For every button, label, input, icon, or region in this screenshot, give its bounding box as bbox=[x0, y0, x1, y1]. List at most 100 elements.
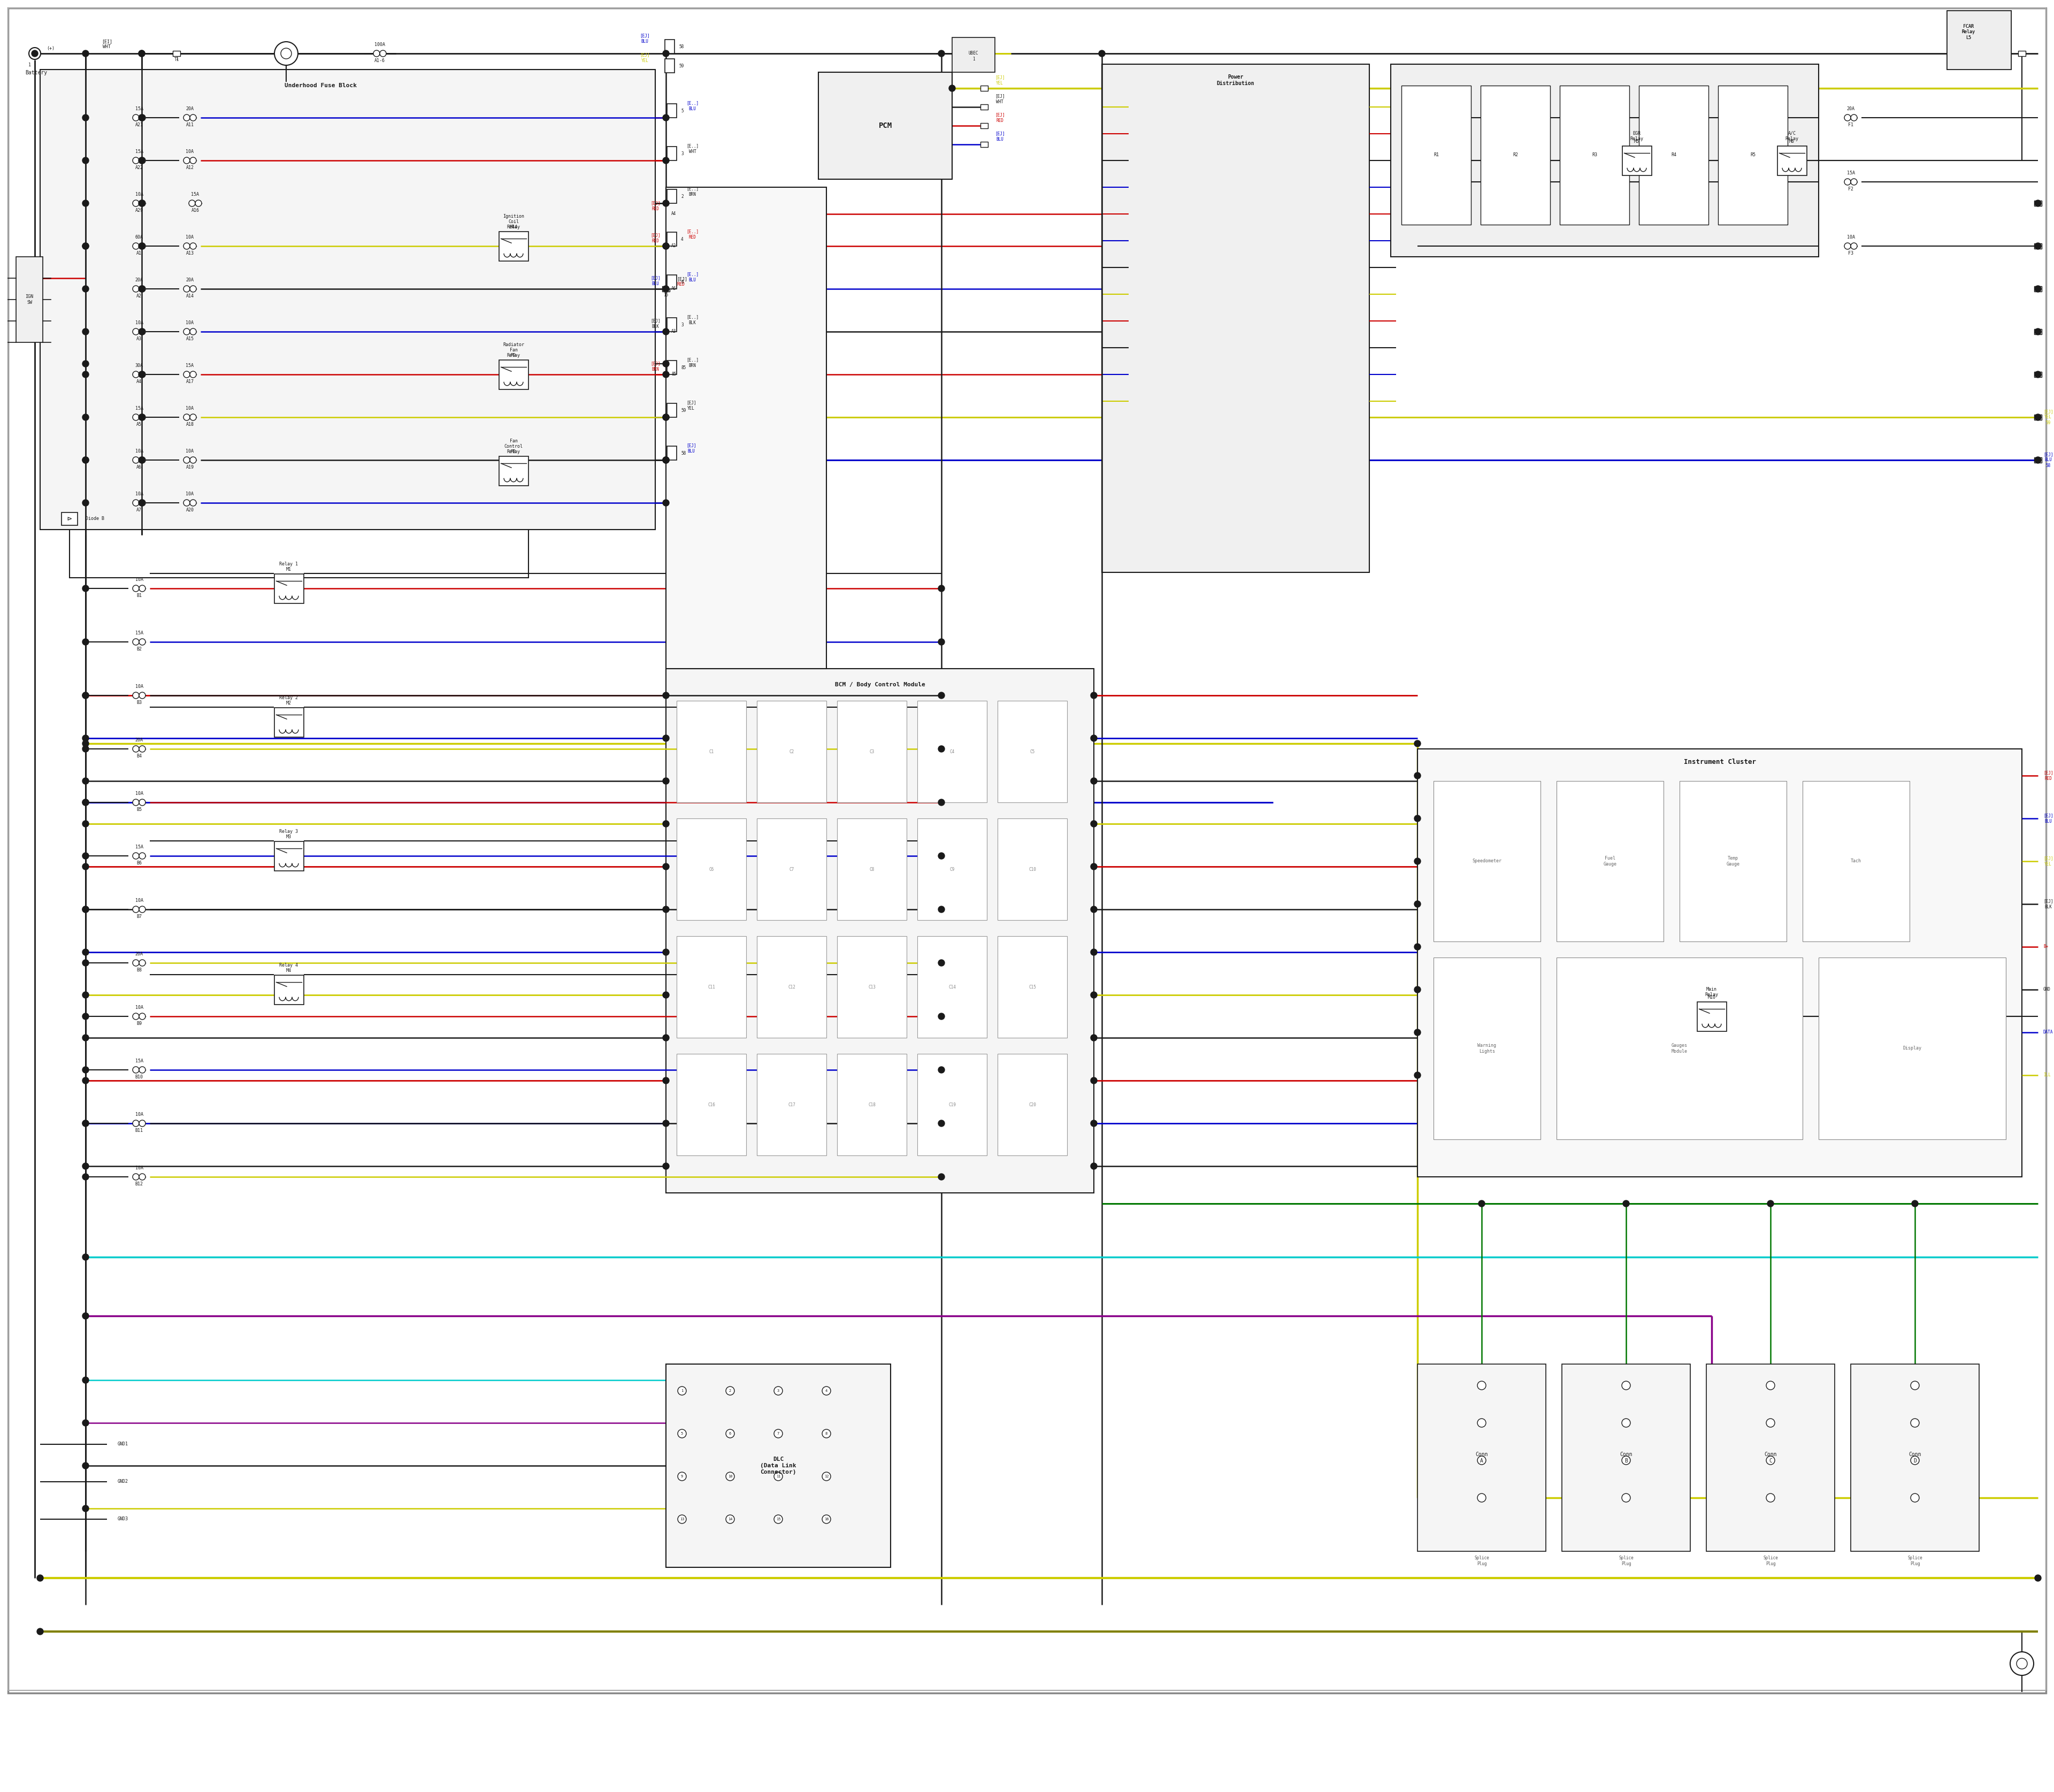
Text: 10A: 10A bbox=[1847, 235, 1855, 240]
Bar bbox=[1481, 86, 1551, 224]
Circle shape bbox=[1091, 907, 1097, 912]
Text: 10A: 10A bbox=[185, 491, 193, 496]
Text: F3: F3 bbox=[1849, 251, 1853, 256]
Text: 15A: 15A bbox=[136, 149, 144, 154]
Text: A21: A21 bbox=[136, 124, 144, 127]
Circle shape bbox=[725, 1430, 735, 1437]
Circle shape bbox=[663, 414, 670, 421]
Circle shape bbox=[663, 201, 670, 206]
Circle shape bbox=[140, 745, 146, 753]
Bar bbox=[1851, 1364, 1980, 1552]
Text: 30A: 30A bbox=[136, 364, 144, 369]
Circle shape bbox=[663, 414, 670, 421]
Circle shape bbox=[1091, 821, 1097, 826]
Text: C14: C14 bbox=[949, 984, 955, 989]
Text: [EJ]
RED: [EJ] RED bbox=[651, 233, 661, 244]
Circle shape bbox=[82, 244, 88, 249]
Circle shape bbox=[82, 853, 88, 858]
Circle shape bbox=[2036, 328, 2042, 335]
Bar bbox=[1803, 781, 1910, 941]
Text: [E..]
BLK: [E..] BLK bbox=[686, 315, 698, 324]
Circle shape bbox=[374, 50, 380, 57]
Text: A/C
Relay: A/C Relay bbox=[1785, 131, 1799, 142]
Text: A5: A5 bbox=[136, 423, 142, 426]
Text: [E..]
WHT: [E..] WHT bbox=[686, 143, 698, 154]
Text: GND: GND bbox=[2044, 987, 2050, 993]
Bar bbox=[1434, 781, 1540, 941]
Circle shape bbox=[774, 1387, 783, 1396]
Text: [EJ]
BLU: [EJ] BLU bbox=[651, 276, 661, 287]
Text: [EJ]
WHT: [EJ] WHT bbox=[994, 93, 1004, 104]
Bar bbox=[838, 819, 906, 919]
Text: C13: C13 bbox=[869, 984, 875, 989]
Circle shape bbox=[1091, 950, 1097, 955]
Bar bbox=[918, 935, 986, 1038]
Text: C9: C9 bbox=[949, 867, 955, 871]
Circle shape bbox=[138, 500, 146, 505]
Bar bbox=[668, 147, 676, 161]
Circle shape bbox=[663, 821, 670, 826]
Circle shape bbox=[1910, 1419, 1918, 1426]
Circle shape bbox=[140, 1012, 146, 1020]
Bar bbox=[661, 287, 670, 292]
Text: 14: 14 bbox=[727, 1518, 733, 1521]
Circle shape bbox=[82, 244, 88, 249]
Text: [EJ]
BLK: [EJ] BLK bbox=[2044, 900, 2054, 909]
Bar bbox=[668, 274, 676, 289]
Text: 3: 3 bbox=[682, 323, 684, 328]
Circle shape bbox=[774, 1514, 783, 1523]
Bar bbox=[918, 1054, 986, 1156]
Circle shape bbox=[138, 244, 146, 249]
Text: [EJ]
BLU: [EJ] BLU bbox=[994, 131, 1004, 142]
Circle shape bbox=[82, 907, 88, 912]
Circle shape bbox=[82, 115, 88, 120]
Circle shape bbox=[2036, 414, 2042, 421]
Text: Gauges
Module: Gauges Module bbox=[1672, 1043, 1688, 1054]
Text: A22: A22 bbox=[136, 165, 144, 170]
Text: C6: C6 bbox=[709, 867, 715, 871]
Circle shape bbox=[1415, 1029, 1421, 1036]
Circle shape bbox=[82, 1376, 88, 1383]
Circle shape bbox=[134, 414, 140, 421]
Text: M2: M2 bbox=[286, 701, 292, 706]
Bar bbox=[756, 701, 826, 803]
Text: [EJ]
YEL: [EJ] YEL bbox=[641, 52, 649, 63]
Bar bbox=[838, 1054, 906, 1156]
Text: A14: A14 bbox=[185, 294, 193, 299]
Text: Fan
Control
Relay: Fan Control Relay bbox=[503, 439, 524, 455]
Circle shape bbox=[1415, 1072, 1421, 1079]
Circle shape bbox=[134, 907, 140, 912]
Text: 58: 58 bbox=[678, 45, 684, 48]
Text: A15: A15 bbox=[185, 337, 193, 342]
Circle shape bbox=[663, 457, 670, 464]
Circle shape bbox=[183, 115, 189, 120]
Text: B+: B+ bbox=[2044, 944, 2048, 950]
Circle shape bbox=[134, 115, 140, 120]
Text: BCM / Body Control Module: BCM / Body Control Module bbox=[834, 683, 924, 688]
Bar bbox=[668, 403, 676, 418]
Text: C17: C17 bbox=[789, 1102, 795, 1107]
Circle shape bbox=[195, 201, 201, 206]
Text: R5: R5 bbox=[1750, 152, 1756, 158]
Circle shape bbox=[138, 50, 146, 57]
Text: Conn
D: Conn D bbox=[1908, 1452, 1920, 1464]
Text: 10A: 10A bbox=[136, 1167, 144, 1170]
Bar bbox=[273, 573, 304, 604]
Circle shape bbox=[82, 1077, 88, 1084]
Circle shape bbox=[1623, 1493, 1631, 1502]
Circle shape bbox=[140, 853, 146, 858]
Circle shape bbox=[183, 457, 189, 464]
Bar bbox=[2019, 50, 2025, 56]
Text: 10A: 10A bbox=[185, 235, 193, 240]
Circle shape bbox=[134, 853, 140, 858]
Bar bbox=[1639, 86, 1709, 224]
Circle shape bbox=[1766, 1493, 1775, 1502]
Circle shape bbox=[82, 907, 88, 912]
Bar bbox=[1417, 749, 2021, 1177]
Text: 4: 4 bbox=[682, 237, 684, 242]
Circle shape bbox=[663, 950, 670, 955]
Text: [EJ]
BLK: [EJ] BLK bbox=[651, 319, 661, 328]
Text: 20A: 20A bbox=[136, 278, 144, 283]
Circle shape bbox=[82, 864, 88, 869]
Text: 1: 1 bbox=[29, 63, 31, 68]
